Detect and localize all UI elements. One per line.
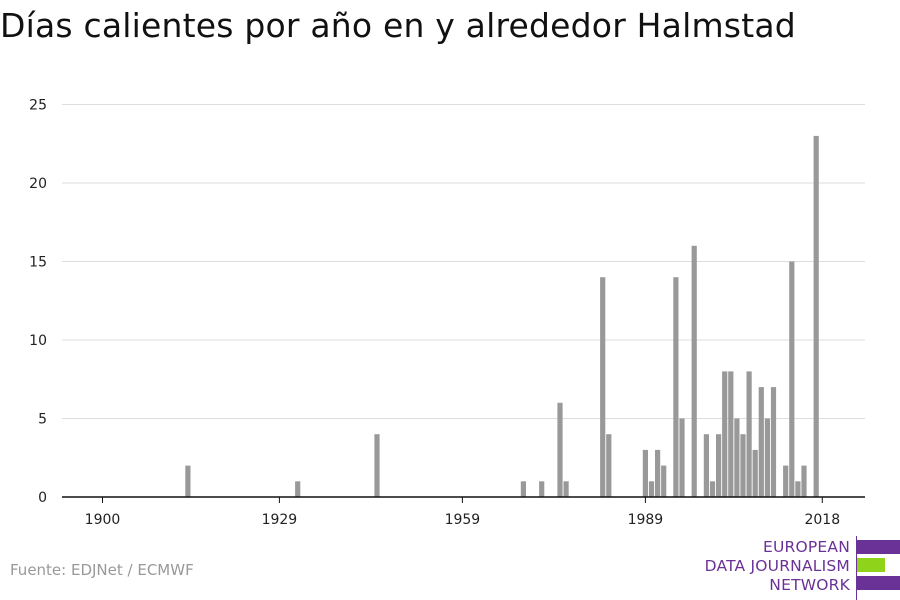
x-axis: 1900 1929 1959 1989 2018 — [62, 496, 865, 528]
bar-1972 — [539, 481, 545, 497]
x-tick-label-1959: 1959 — [445, 512, 481, 528]
bar-2014 — [795, 481, 801, 497]
bar-1969 — [520, 481, 526, 497]
bar-2000 — [709, 481, 716, 497]
bar-2001 — [716, 434, 722, 497]
bar-2009 — [764, 418, 770, 497]
y-tick-label-5: 5 — [38, 412, 47, 428]
bar-1983 — [606, 434, 612, 497]
bar-2008 — [758, 387, 764, 497]
logo-bar-bottom — [857, 576, 900, 590]
bar-1975 — [557, 402, 563, 497]
y-axis-ticks: 0 5 10 15 20 25 — [29, 98, 47, 507]
bar-1995 — [679, 418, 685, 497]
logo-bar-middle — [857, 558, 885, 572]
y-tick-label-25: 25 — [29, 98, 47, 114]
logo-line-1: EUROPEAN — [762, 538, 850, 556]
y-tick-label-15: 15 — [29, 255, 47, 271]
bar-1999 — [703, 434, 709, 497]
bars — [185, 135, 819, 497]
logo-line-2: DATA JOURNALISM — [704, 557, 850, 575]
bar-2012 — [783, 465, 789, 497]
y-tick-label-20: 20 — [29, 176, 47, 192]
bar-1989 — [642, 449, 648, 497]
bar-1991 — [655, 449, 661, 497]
bar-1994 — [673, 277, 679, 497]
edjnet-logo[interactable]: EUROPEAN DATA JOURNALISM NETWORK — [700, 536, 900, 600]
y-tick-label-10: 10 — [29, 333, 47, 349]
logo-divider — [856, 536, 857, 600]
y-tick-label-0: 0 — [38, 490, 47, 506]
bar-2003 — [728, 371, 734, 497]
bar-1990 — [648, 481, 655, 497]
x-tick-label-1989: 1989 — [628, 512, 664, 528]
bar-chart: 0 5 10 15 20 25 1900 1929 1959 1989 2018 — [29, 98, 865, 528]
bar-1997 — [691, 245, 697, 497]
bar-1945 — [374, 434, 380, 497]
bar-1992 — [661, 465, 667, 497]
bar-2004 — [734, 418, 740, 497]
bar-1976 — [563, 481, 569, 497]
bar-2005 — [740, 434, 746, 497]
gridlines — [62, 104, 865, 419]
x-tick-label-1929: 1929 — [262, 512, 298, 528]
bar-2006 — [746, 371, 752, 497]
bar-1932 — [295, 481, 301, 497]
bar-2002 — [722, 371, 728, 497]
x-tick-label-2018: 2018 — [804, 512, 840, 528]
source-note: Fuente: EDJNet / ECMWF — [10, 561, 194, 579]
bar-2017 — [813, 135, 819, 497]
bar-1982 — [600, 277, 606, 497]
bar-2015 — [801, 465, 807, 497]
bar-1914 — [185, 465, 191, 497]
chart-title: Días calientes por año en y alrededor Ha… — [0, 6, 796, 45]
bar-2007 — [752, 449, 758, 497]
logo-bar-top — [857, 540, 900, 554]
x-tick-label-1900: 1900 — [85, 512, 121, 528]
logo-line-3: NETWORK — [769, 576, 850, 594]
bar-2013 — [789, 261, 795, 497]
bar-2010 — [770, 387, 777, 497]
